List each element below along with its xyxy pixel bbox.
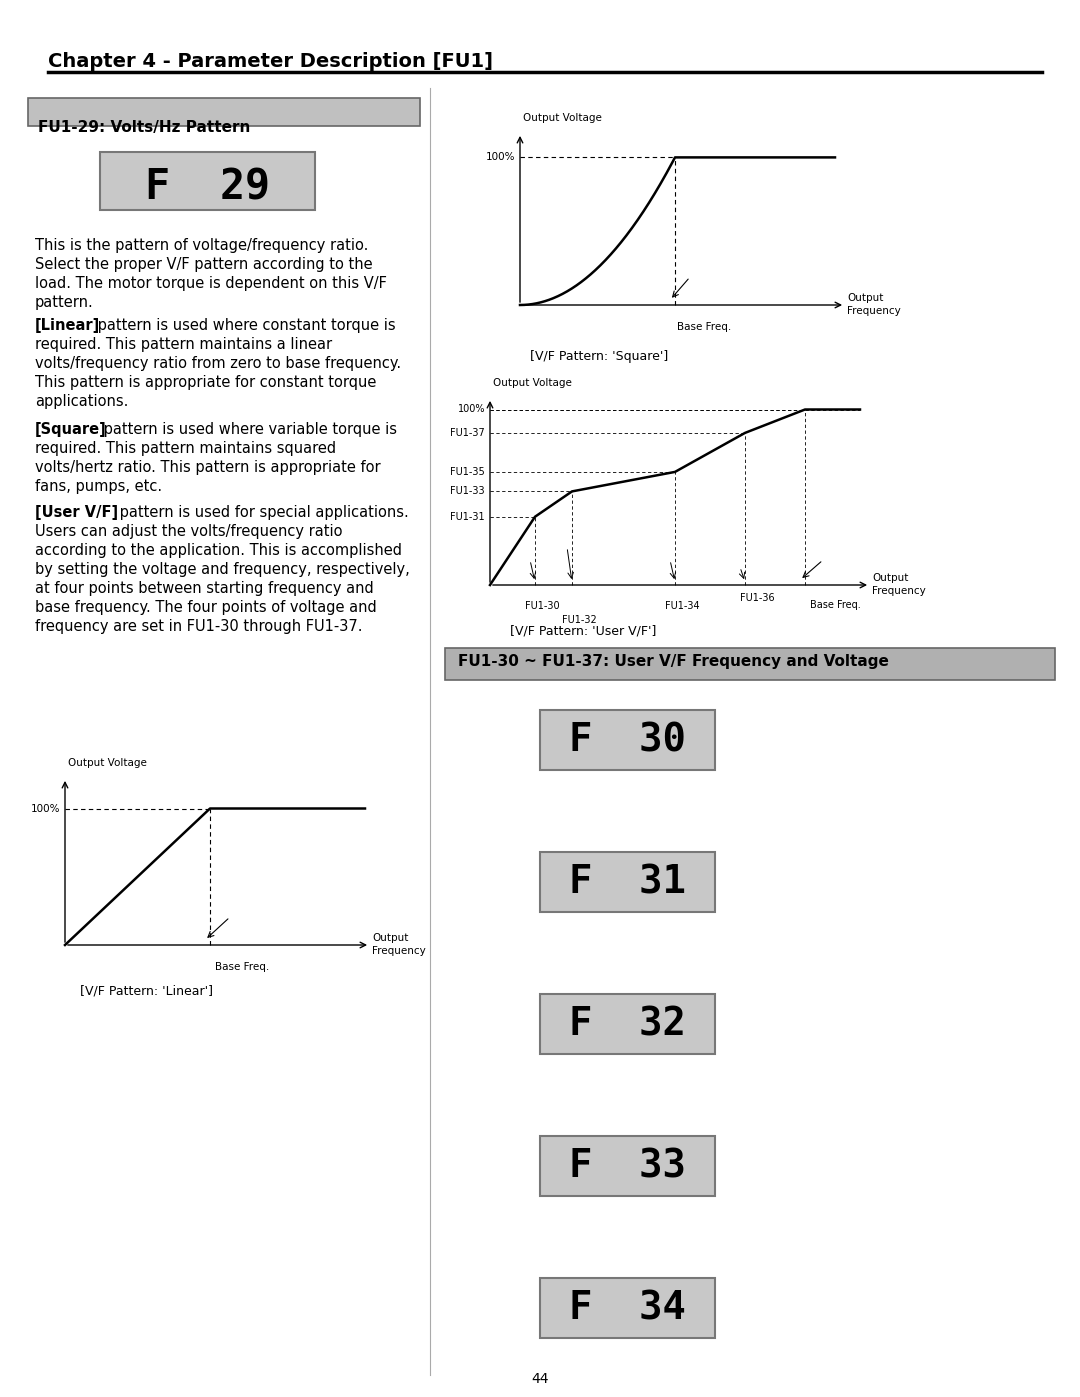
Text: Output Voltage: Output Voltage xyxy=(523,113,602,123)
Text: [V/F Pattern: 'Square']: [V/F Pattern: 'Square'] xyxy=(530,351,669,363)
Text: Base Freq.: Base Freq. xyxy=(215,963,269,972)
Text: Base Freq.: Base Freq. xyxy=(677,321,731,332)
Text: This is the pattern of voltage/frequency ratio.: This is the pattern of voltage/frequency… xyxy=(35,237,368,253)
Text: F  33: F 33 xyxy=(569,1147,686,1185)
Text: Frequency: Frequency xyxy=(872,585,926,597)
Text: FU1-32: FU1-32 xyxy=(562,615,597,624)
Text: FU1-30 ~ FU1-37: User V/F Frequency and Voltage: FU1-30 ~ FU1-37: User V/F Frequency and … xyxy=(458,654,889,669)
Text: Chapter 4 - Parameter Description [FU1]: Chapter 4 - Parameter Description [FU1] xyxy=(48,52,492,71)
Bar xyxy=(540,995,715,1053)
Text: Frequency: Frequency xyxy=(847,306,901,316)
Text: pattern is used where constant torque is: pattern is used where constant torque is xyxy=(93,319,395,332)
Text: 44: 44 xyxy=(531,1372,549,1386)
Text: [Linear]: [Linear] xyxy=(35,319,100,332)
Text: F  31: F 31 xyxy=(569,863,686,901)
Text: Output: Output xyxy=(372,933,408,943)
Text: F  29: F 29 xyxy=(145,166,270,208)
Text: volts/hertz ratio. This pattern is appropriate for: volts/hertz ratio. This pattern is appro… xyxy=(35,460,380,475)
Bar xyxy=(28,98,420,126)
Text: Frequency: Frequency xyxy=(372,946,426,956)
Text: required. This pattern maintains squared: required. This pattern maintains squared xyxy=(35,441,336,455)
Text: pattern is used where variable torque is: pattern is used where variable torque is xyxy=(99,422,397,437)
Text: volts/frequency ratio from zero to base frequency.: volts/frequency ratio from zero to base … xyxy=(35,356,401,372)
Text: Users can adjust the volts/frequency ratio: Users can adjust the volts/frequency rat… xyxy=(35,524,342,539)
Text: at four points between starting frequency and: at four points between starting frequenc… xyxy=(35,581,374,597)
Text: [User V/F]: [User V/F] xyxy=(35,504,118,520)
Text: 100%: 100% xyxy=(30,803,60,813)
Text: base frequency. The four points of voltage and: base frequency. The four points of volta… xyxy=(35,599,377,615)
Text: required. This pattern maintains a linear: required. This pattern maintains a linea… xyxy=(35,337,333,352)
Text: FU1-30: FU1-30 xyxy=(525,601,559,610)
Text: Output Voltage: Output Voltage xyxy=(68,759,147,768)
Bar xyxy=(540,1136,715,1196)
Text: pattern.: pattern. xyxy=(35,295,94,310)
Text: load. The motor torque is dependent on this V/F: load. The motor torque is dependent on t… xyxy=(35,277,387,291)
Text: Output: Output xyxy=(872,573,908,583)
Text: Output: Output xyxy=(847,293,883,303)
Text: FU1-33: FU1-33 xyxy=(450,486,485,496)
Text: frequency are set in FU1-30 through FU1-37.: frequency are set in FU1-30 through FU1-… xyxy=(35,619,363,634)
Text: [Square]: [Square] xyxy=(35,422,107,437)
Text: fans, pumps, etc.: fans, pumps, etc. xyxy=(35,479,162,495)
Text: F  30: F 30 xyxy=(569,721,686,759)
Text: FU1-37: FU1-37 xyxy=(450,427,485,437)
Bar xyxy=(100,152,315,210)
Bar xyxy=(540,852,715,912)
Text: FU1-34: FU1-34 xyxy=(665,601,700,610)
Text: 100%: 100% xyxy=(486,152,515,162)
Text: FU1-31: FU1-31 xyxy=(450,511,485,521)
Bar xyxy=(445,648,1055,680)
Text: FU1-36: FU1-36 xyxy=(740,592,774,604)
Text: Select the proper V/F pattern according to the: Select the proper V/F pattern according … xyxy=(35,257,373,272)
Text: F  32: F 32 xyxy=(569,1004,686,1044)
Text: F  34: F 34 xyxy=(569,1289,686,1327)
Text: Output Voltage: Output Voltage xyxy=(492,379,572,388)
Text: [V/F Pattern: 'User V/F']: [V/F Pattern: 'User V/F'] xyxy=(510,624,657,638)
Text: by setting the voltage and frequency, respectively,: by setting the voltage and frequency, re… xyxy=(35,562,409,577)
Text: This pattern is appropriate for constant torque: This pattern is appropriate for constant… xyxy=(35,374,376,390)
Text: Base Freq.: Base Freq. xyxy=(810,599,861,610)
Bar xyxy=(540,1278,715,1338)
Bar xyxy=(540,710,715,770)
Text: FU1-29: Volts/Hz Pattern: FU1-29: Volts/Hz Pattern xyxy=(38,120,251,136)
Text: pattern is used for special applications.: pattern is used for special applications… xyxy=(114,504,408,520)
Text: [V/F Pattern: 'Linear']: [V/F Pattern: 'Linear'] xyxy=(80,985,213,997)
Text: 100%: 100% xyxy=(458,405,485,415)
Text: FU1-35: FU1-35 xyxy=(450,467,485,476)
Text: applications.: applications. xyxy=(35,394,129,409)
Text: according to the application. This is accomplished: according to the application. This is ac… xyxy=(35,543,402,557)
